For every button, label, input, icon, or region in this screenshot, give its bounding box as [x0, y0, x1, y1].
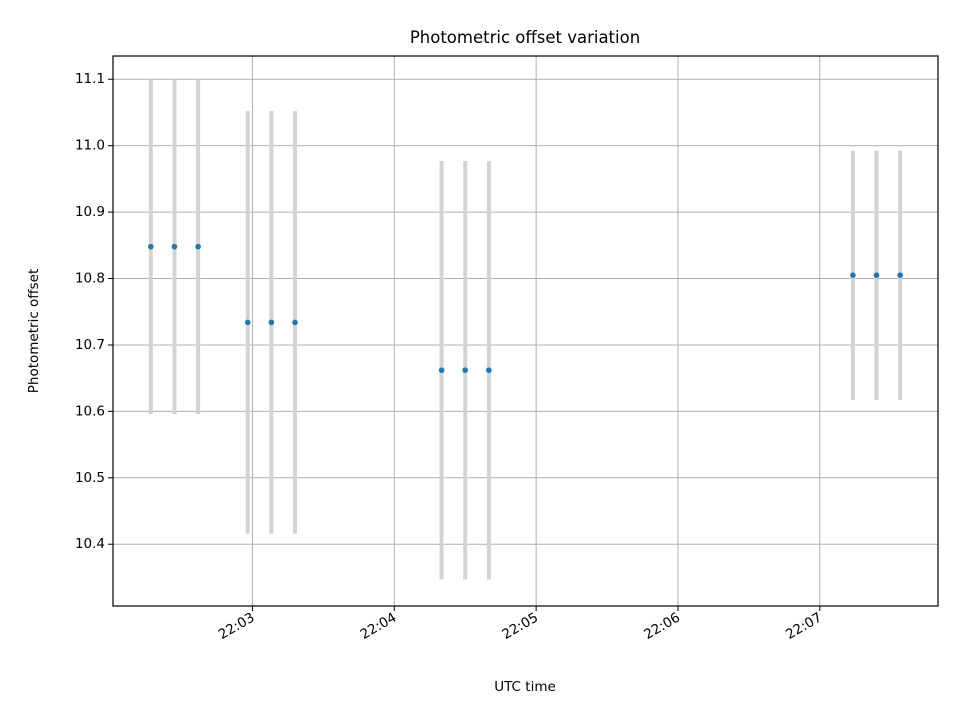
plot-frame	[112, 55, 939, 607]
data-point	[462, 367, 469, 373]
y-tick-label: 10.5	[75, 470, 105, 486]
data-point	[438, 367, 445, 373]
x-axis-ticks: 22:03 22:04 22:05 22:06 22:07	[216, 606, 825, 643]
y-axis-ticks: 10.4 10.5 10.6 10.7 10.8 10.9 11.0 11.1	[75, 71, 113, 552]
y-tick-label: 11.0	[75, 138, 105, 154]
data-point	[268, 319, 275, 326]
chart-title: Photometric offset variation	[410, 28, 640, 47]
x-tick-label: 22:03	[216, 610, 258, 643]
data-point	[195, 243, 201, 250]
y-axis-label: Photometric offset	[26, 269, 42, 393]
data-point	[897, 272, 903, 279]
data-points	[148, 243, 903, 373]
data-point	[244, 319, 251, 326]
data-point	[873, 272, 880, 279]
y-tick-label: 10.6	[75, 403, 105, 419]
x-tick-label: 22:05	[499, 610, 541, 643]
x-axis-label: UTC time	[494, 679, 556, 695]
data-point	[148, 243, 154, 250]
x-tick-label: 22:07	[783, 610, 825, 643]
x-tick-label: 22:04	[358, 610, 400, 643]
data-point	[171, 243, 178, 250]
y-tick-label: 11.1	[75, 71, 105, 87]
data-point	[486, 367, 492, 373]
y-tick-label: 10.7	[75, 337, 105, 353]
error-bars	[148, 79, 903, 580]
data-point	[850, 272, 856, 279]
y-tick-label: 10.4	[75, 536, 105, 552]
data-point	[292, 319, 298, 326]
y-tick-label: 10.8	[75, 271, 105, 287]
grid-lines	[113, 56, 938, 606]
y-tick-label: 10.9	[75, 204, 105, 220]
x-tick-label: 22:06	[641, 610, 683, 643]
